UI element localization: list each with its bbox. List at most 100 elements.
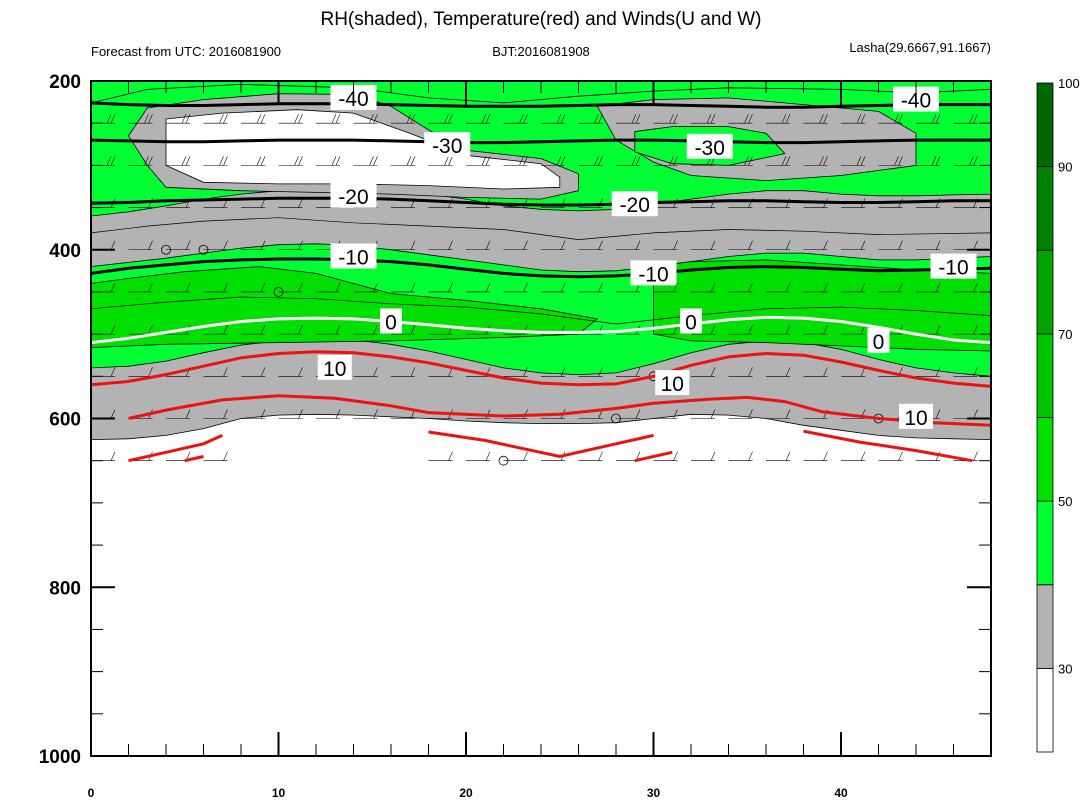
- wind-barb-flag: [410, 367, 416, 377]
- wind-barb-flag: [144, 81, 145, 82]
- wind-barb-flag: [932, 81, 933, 82]
- rh-patch-moist-right: [653, 259, 991, 352]
- wind-barb-flag: [294, 81, 295, 82]
- wind-barb-flag: [598, 367, 603, 377]
- y-tick-label: 200: [49, 72, 81, 93]
- wind-barb-flag: [110, 156, 116, 166]
- wind-barb-flag: [710, 325, 716, 335]
- y-tick-label: 800: [49, 578, 81, 599]
- wind-barb-flag: [448, 114, 453, 124]
- wind-barb-flag: [185, 409, 191, 419]
- wind-barb-flag: [336, 81, 337, 82]
- wind-barb-flag: [444, 81, 445, 82]
- colorbar-segment: [1036, 82, 1054, 168]
- wind-barb-flag: [219, 114, 224, 124]
- temperature-contour-segment: [184, 455, 204, 463]
- x-tick-label: 30: [647, 786, 661, 800]
- wind-barb-flag: [1011, 114, 1015, 123]
- wind-barb-flag: [256, 156, 262, 166]
- contour-label: 0: [385, 311, 397, 334]
- wind-barb-flag: [786, 81, 787, 82]
- wind-barb-flag: [223, 409, 228, 419]
- wind-barb-flag: [898, 240, 903, 250]
- x-tick-label: 0: [88, 786, 95, 800]
- temperature-contour--30: [91, 138, 991, 145]
- wind-barb-flag: [711, 81, 712, 82]
- wind-barb-flag: [298, 367, 303, 377]
- contour-label: -20: [338, 186, 368, 209]
- wind-barb-flag: [144, 156, 149, 166]
- wind-barb-flag: [519, 114, 524, 124]
- temperature-contour-segment: [634, 450, 673, 463]
- wind-barb-flag: [857, 81, 858, 82]
- wind-barb-flag: [523, 451, 528, 461]
- colorbar-label: 90: [1058, 160, 1072, 175]
- wind-barb-flag: [973, 325, 978, 335]
- wind-barb-flag: [785, 240, 791, 250]
- y-tick-label: 600: [49, 410, 81, 431]
- wind-barb-flag: [331, 156, 337, 166]
- wind-barb-flag: [782, 81, 783, 82]
- wind-barb-flag: [185, 156, 191, 166]
- wind-barb-flag: [298, 325, 303, 335]
- contour-label: -30: [695, 137, 725, 160]
- wind-barb-flag: [560, 156, 566, 166]
- wind-barb-flag: [298, 198, 303, 208]
- wind-barb-flag: [410, 156, 416, 166]
- contour-label: -30: [432, 135, 462, 158]
- wind-barb-flag: [819, 81, 820, 82]
- wind-barb-flag: [298, 81, 299, 82]
- wind-barb-flag: [523, 81, 524, 82]
- contour-label: -10: [338, 247, 368, 270]
- wind-barb-flag: [785, 325, 791, 335]
- wind-barb-flag: [411, 81, 412, 82]
- wind-barb-flag: [785, 156, 791, 166]
- wind-barb-flag: [744, 81, 745, 82]
- contour-label: -10: [638, 263, 668, 286]
- wind-barb-flag: [707, 81, 708, 82]
- wind-barb-flag: [748, 367, 753, 377]
- wind-barb-flag: [748, 81, 749, 82]
- temperature-contour-segment: [428, 430, 654, 459]
- wind-barb-flag: [785, 282, 791, 293]
- wind-barb-flag: [182, 81, 183, 82]
- contour-label: 0: [873, 331, 885, 354]
- wind-barb-flag: [598, 240, 603, 250]
- wind-barb-flag: [335, 114, 341, 124]
- wind-barb-flag: [560, 282, 566, 293]
- wind-barb-flag: [710, 282, 716, 293]
- wind-barb-flag: [1007, 114, 1011, 123]
- wind-barb-flag: [973, 409, 978, 419]
- wind-barb-flag: [223, 282, 228, 293]
- wind-barb-flag: [110, 367, 116, 377]
- wind-barb-flag: [407, 81, 408, 82]
- wind-barb-flag: [373, 325, 378, 335]
- wind-barb-flag: [448, 81, 449, 82]
- wind-barb-flag: [748, 451, 753, 461]
- wind-barb-flag: [706, 114, 712, 124]
- wind-barb-flag: [485, 156, 491, 166]
- wind-barb-flag: [260, 114, 266, 124]
- wind-barb-flag: [1011, 241, 1015, 250]
- wind-barb-flag: [373, 156, 378, 166]
- wind-barb-flag: [935, 114, 941, 124]
- wind-barb-flag: [781, 114, 787, 124]
- wind-barb-flag: [635, 367, 641, 377]
- wind-barb-flag: [710, 240, 716, 250]
- wind-barb-flag: [594, 114, 599, 124]
- temperature-contours: [91, 101, 991, 463]
- left-string: Forecast from UTC: 2016081900: [91, 44, 281, 59]
- wind-barb-flag: [748, 282, 753, 293]
- wind-barb-flag: [748, 325, 753, 335]
- wind-barb-flag: [373, 367, 378, 377]
- wind-barb-flag: [1011, 283, 1015, 292]
- contour-label-box: [611, 191, 658, 217]
- colorbar-segment: [1036, 166, 1054, 251]
- wind-barb-flag: [335, 409, 341, 419]
- wind-barb-flag: [594, 156, 599, 166]
- wind-barb-flag: [898, 81, 899, 82]
- wind-barb-flag: [260, 325, 266, 335]
- wind-barb-flag: [931, 114, 937, 124]
- wind-barb-flag: [1011, 156, 1015, 165]
